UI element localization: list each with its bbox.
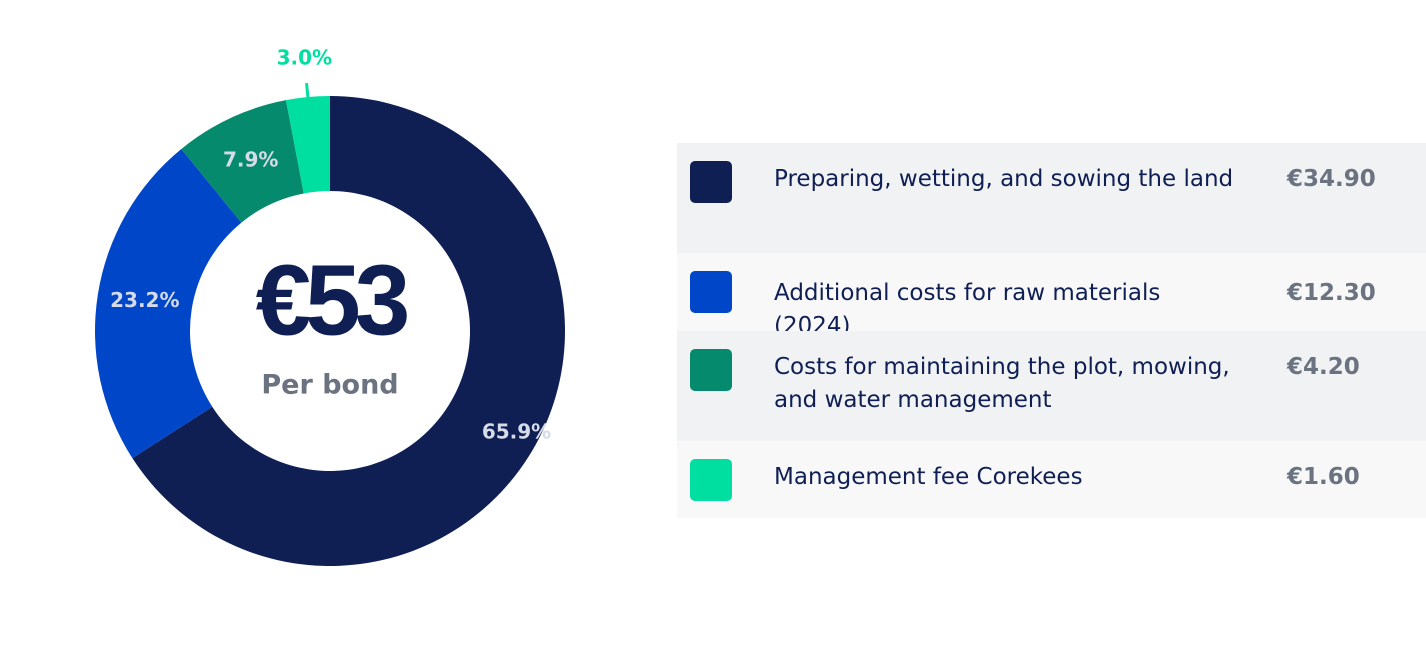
legend-amount: €1.60 bbox=[1287, 464, 1360, 490]
donut-slice bbox=[94, 148, 242, 459]
legend-swatch bbox=[690, 161, 732, 203]
slice-label: 3.0% bbox=[277, 46, 332, 70]
legend-row: Preparing, wetting, and sowing the land €… bbox=[677, 143, 1426, 253]
legend-label: Management fee Corekees bbox=[774, 464, 1083, 490]
legend-label: Preparing, wetting, and sowing the land bbox=[774, 166, 1234, 192]
donut-slice bbox=[285, 96, 330, 194]
slice-label: 65.9% bbox=[482, 419, 551, 443]
legend-row: Additional costs for raw materials (2024… bbox=[677, 253, 1426, 339]
donut-slice bbox=[132, 96, 565, 566]
legend-swatch bbox=[690, 271, 732, 313]
legend: Preparing, wetting, and sowing the land €… bbox=[677, 143, 1426, 518]
center-sublabel: Per bond bbox=[261, 370, 398, 401]
legend-row: Management fee Corekees €1.60 bbox=[677, 441, 1426, 518]
slice-label: 7.9% bbox=[223, 148, 278, 172]
donut-chart: €53 Per bond 65.9% 23.2% 7.9% 3.0% bbox=[94, 46, 565, 566]
slice-label: 23.2% bbox=[110, 288, 179, 312]
legend-amount: €12.30 bbox=[1287, 280, 1376, 306]
legend-swatch bbox=[690, 349, 732, 391]
center-value: €53 bbox=[256, 244, 407, 356]
leader-line bbox=[305, 82, 310, 100]
legend-amount: €4.20 bbox=[1287, 354, 1360, 380]
legend-label: Costs for maintaining the plot, mowing, … bbox=[774, 354, 1230, 413]
legend-swatch bbox=[690, 459, 732, 501]
donut-slice bbox=[181, 100, 304, 223]
legend-row: Costs for maintaining the plot, mowing, … bbox=[677, 331, 1426, 441]
legend-amount: €34.90 bbox=[1287, 166, 1376, 192]
